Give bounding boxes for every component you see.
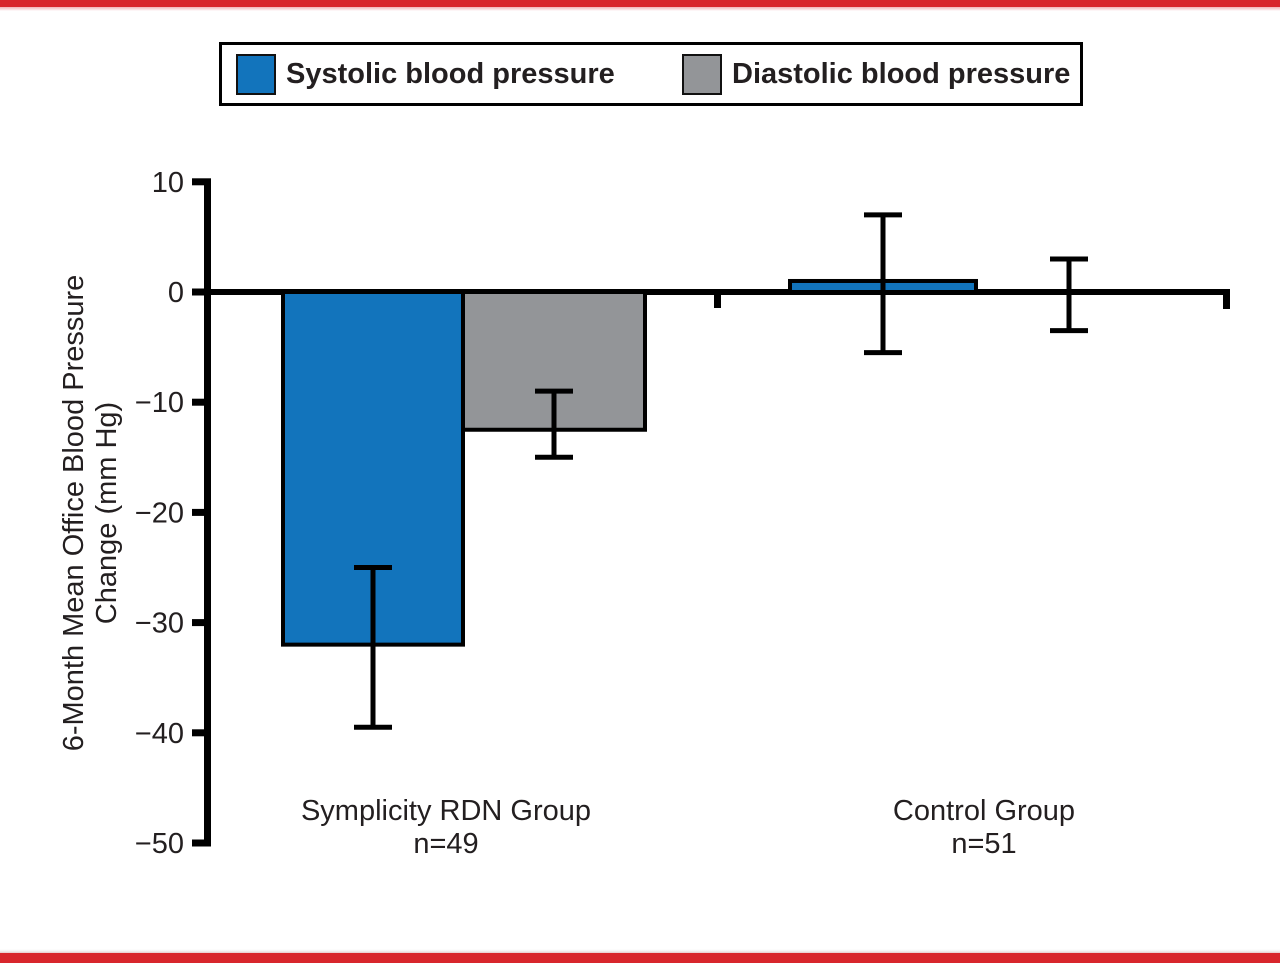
y-axis-spine (204, 178, 211, 847)
chart-legend: Systolic blood pressure Diastolic blood … (219, 42, 1083, 106)
legend-label-diastolic: Diastolic blood pressure (732, 57, 1071, 90)
y-axis-tick-20 (192, 508, 204, 516)
y-axis-tick-label-40: −40 (135, 718, 184, 750)
y-axis-tick-50 (192, 839, 204, 847)
y-axis-tick-label-20: −20 (135, 497, 184, 529)
y-axis-title-line-2: Change (mm Hg) (91, 402, 123, 624)
y-axis-tick-label-10: 10 (152, 167, 184, 199)
y-axis-tick-10 (192, 398, 204, 406)
y-axis-tick-0 (192, 288, 204, 296)
x-axis-group-divider-tick (714, 295, 721, 308)
group-sublabel-control-group: n=51 (951, 828, 1016, 860)
y-axis-tick-label-50: −50 (135, 828, 184, 860)
y-axis-tick-label-0: 0 (168, 277, 184, 309)
y-axis-tick-label-30: −30 (135, 608, 184, 640)
x-axis-line (204, 289, 1230, 295)
group-sublabel-symplicity-rdn-group: n=49 (413, 828, 478, 860)
systolic-color-swatch-icon (236, 53, 276, 95)
legend-item-diastolic: Diastolic blood pressure (682, 45, 1070, 103)
y-axis-title-line-1: 6-Month Mean Office Blood Pressure (58, 275, 90, 752)
x-axis-end-tick (1223, 295, 1230, 309)
bottom-red-border-rule (0, 949, 1280, 963)
diastolic-color-swatch-icon (682, 53, 722, 95)
legend-label-systolic: Systolic blood pressure (286, 57, 615, 90)
top-red-border-rule (0, 0, 1280, 11)
y-axis-tick-30 (192, 619, 204, 627)
y-axis-tick-10 (192, 178, 204, 186)
y-axis-tick-40 (192, 729, 204, 737)
group-label-control-group: Control Group (893, 795, 1075, 827)
y-axis-tick-label-10: −10 (135, 387, 184, 419)
group-label-symplicity-rdn-group: Symplicity RDN Group (301, 795, 591, 827)
legend-item-systolic: Systolic blood pressure (236, 45, 615, 103)
